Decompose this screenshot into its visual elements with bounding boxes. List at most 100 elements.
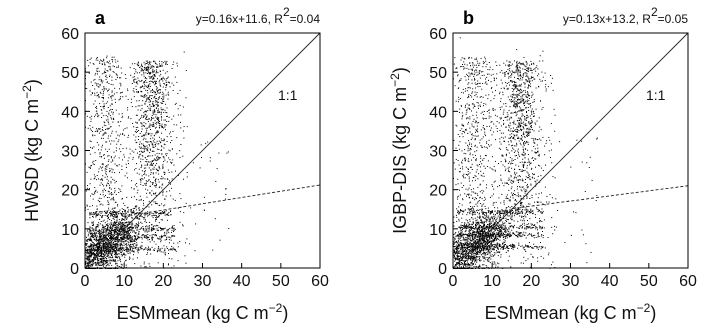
scatter-point — [109, 237, 110, 239]
scatter-point — [96, 243, 98, 245]
scatter-point — [478, 225, 480, 227]
scatter-point — [105, 252, 107, 254]
scatter-point — [182, 224, 184, 226]
scatter-point — [118, 239, 120, 241]
scatter-point — [484, 220, 486, 222]
scatter-point — [125, 213, 127, 215]
scatter-point — [470, 263, 472, 265]
scatter-point — [480, 237, 482, 239]
scatter-point — [137, 247, 139, 249]
scatter-point — [116, 236, 118, 238]
scatter-point — [98, 229, 100, 231]
scatter-point — [469, 226, 471, 228]
scatter-point — [99, 211, 101, 213]
scatter-point — [164, 124, 166, 126]
scatter-point — [486, 241, 488, 243]
scatter-point — [102, 204, 104, 206]
scatter-point — [95, 211, 97, 213]
scatter-point — [104, 176, 106, 178]
scatter-point — [454, 257, 456, 259]
scatter-point — [477, 252, 478, 254]
scatter-point — [164, 253, 166, 255]
scatter-point — [108, 250, 109, 252]
scatter-point — [461, 262, 463, 263]
scatter-point — [132, 231, 134, 233]
scatter-point — [162, 86, 164, 88]
scatter-point — [465, 230, 467, 232]
scatter-point — [87, 251, 89, 253]
scatter-point — [133, 211, 135, 213]
scatter-point — [100, 247, 102, 249]
scatter-point — [100, 235, 102, 237]
scatter-point — [101, 246, 103, 248]
scatter-point — [95, 213, 97, 215]
scatter-point — [139, 81, 141, 82]
scatter-point — [127, 211, 129, 213]
scatter-point — [468, 208, 470, 210]
scatter-point — [164, 249, 166, 251]
scatter-point — [104, 169, 106, 171]
scatter-point — [120, 214, 122, 216]
scatter-point — [125, 254, 127, 256]
scatter-point — [130, 231, 132, 233]
scatter-point — [116, 225, 118, 227]
scatter-point — [462, 259, 463, 261]
scatter-point — [131, 227, 133, 228]
scatter-point — [453, 225, 455, 227]
scatter-point — [137, 252, 139, 254]
scatter-point — [477, 223, 479, 225]
scatter-point — [115, 227, 117, 228]
scatter-point — [120, 241, 122, 243]
scatter-point — [97, 258, 98, 260]
scatter-point — [111, 130, 113, 132]
scatter-point — [90, 81, 92, 83]
scatter-point — [466, 246, 468, 248]
scatter-point — [173, 229, 175, 231]
scatter-point — [149, 125, 151, 127]
scatter-point — [489, 244, 491, 246]
scatter-point — [106, 234, 108, 236]
scatter-point — [102, 130, 104, 131]
scatter-point — [106, 176, 108, 178]
scatter-point — [506, 207, 508, 208]
scatter-point — [91, 234, 93, 235]
scatter-point — [130, 214, 132, 216]
scatter-point — [164, 126, 166, 128]
scatter-point — [120, 240, 122, 242]
scatter-point — [456, 250, 458, 252]
scatter-point — [168, 215, 170, 216]
scatter-point — [103, 154, 105, 156]
scatter-point — [129, 148, 131, 150]
scatter-point — [464, 225, 466, 227]
scatter-point — [152, 124, 153, 126]
scatter-point — [101, 258, 103, 260]
scatter-point — [104, 244, 106, 246]
scatter-point — [168, 263, 169, 265]
scatter-point — [134, 169, 135, 171]
scatter-point — [161, 153, 163, 155]
scatter-point — [159, 238, 161, 240]
scatter-point — [112, 178, 114, 180]
scatter-point — [129, 240, 131, 242]
scatter-point — [119, 171, 120, 173]
scatter-point — [109, 67, 111, 69]
scatter-point — [489, 241, 490, 243]
scatter-point — [106, 247, 108, 249]
scatter-point — [97, 253, 99, 255]
scatter-point — [149, 85, 151, 87]
scatter-point — [173, 231, 175, 232]
scatter-point — [107, 247, 109, 249]
scatter-point — [151, 234, 153, 236]
scatter-point — [107, 160, 109, 162]
scatter-point — [113, 199, 115, 201]
scatter-point — [113, 248, 115, 250]
scatter-point — [111, 171, 113, 173]
scatter-point — [507, 198, 509, 199]
scatter-point — [149, 126, 151, 128]
scatter-point — [125, 246, 127, 248]
scatter-point — [115, 222, 117, 224]
scatter-point — [102, 194, 104, 196]
scatter-point — [116, 217, 118, 219]
scatter-point — [147, 92, 149, 94]
scatter-point — [104, 132, 106, 134]
